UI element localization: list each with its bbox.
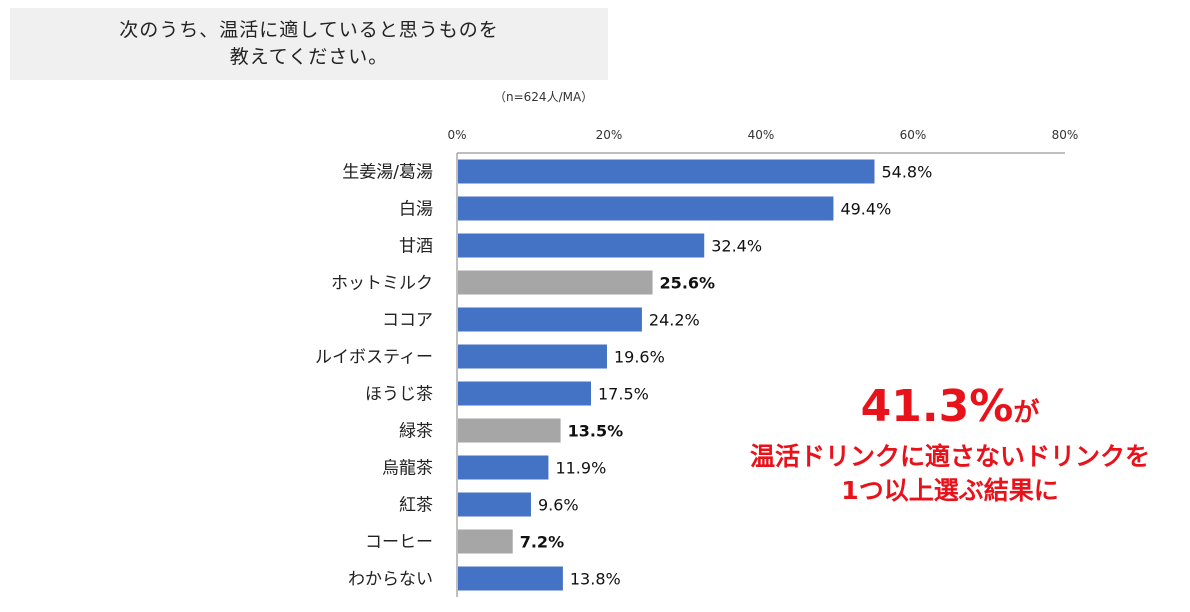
callout-percent: 41.3%: [860, 381, 1014, 432]
callout: 41.3%が 温活ドリンクに適さないドリンクを 1つ以上選ぶ結果に: [720, 380, 1180, 508]
x-tick-label: 40%: [748, 128, 775, 142]
category-label: 甘酒: [399, 237, 433, 257]
data-label: 9.6%: [538, 496, 579, 515]
data-label: 24.2%: [649, 311, 700, 330]
question-line-2: 教えてください。: [229, 46, 389, 68]
bar: [458, 196, 834, 221]
x-tick-label: 20%: [596, 128, 623, 142]
bar: [458, 307, 642, 332]
question-box: 次のうち、温活に適していると思うものを 教えてください。: [10, 8, 608, 80]
bar: [458, 344, 607, 369]
category-label: 烏龍茶: [382, 459, 433, 479]
bar: [458, 381, 591, 406]
question-line-1: 次のうち、温活に適していると思うものを: [119, 19, 499, 41]
callout-line-2: 1つ以上選ぶ結果に: [841, 476, 1059, 505]
bar: [458, 492, 531, 517]
data-label: 49.4%: [840, 200, 891, 219]
category-label: ほうじ茶: [365, 385, 433, 405]
category-label: ルイボスティー: [315, 348, 433, 368]
data-label: 13.5%: [568, 422, 624, 441]
x-tick-label: 60%: [900, 128, 927, 142]
category-label: 緑茶: [399, 422, 433, 442]
bar: [458, 270, 653, 295]
sample-note: （n=624人/MA）: [494, 90, 594, 104]
bar: [458, 233, 705, 258]
bar: [458, 566, 563, 591]
data-label: 11.9%: [555, 459, 606, 478]
callout-headline: 41.3%が: [720, 380, 1180, 440]
category-label: わからない: [348, 570, 433, 590]
data-label: 54.8%: [881, 163, 932, 182]
bar: [458, 159, 875, 184]
category-label: 紅茶: [399, 496, 433, 516]
callout-particle: が: [1013, 398, 1040, 428]
data-label: 32.4%: [711, 237, 762, 256]
category-label: 生姜湯/葛湯: [342, 163, 433, 183]
x-tick-label: 0%: [447, 128, 466, 142]
category-label: 白湯: [399, 200, 433, 220]
data-label: 17.5%: [598, 385, 649, 404]
category-label: ホットミルク: [331, 274, 433, 294]
category-label: コーヒー: [365, 533, 433, 553]
category-label: ココア: [382, 311, 433, 331]
data-label: 19.6%: [614, 348, 665, 367]
data-label: 7.2%: [520, 533, 564, 552]
callout-line-1: 温活ドリンクに適さないドリンクを: [749, 442, 1150, 471]
data-label: 25.6%: [660, 274, 716, 293]
data-label: 13.8%: [570, 570, 621, 589]
x-tick-label: 80%: [1052, 128, 1079, 142]
bar: [458, 418, 561, 443]
bar: [458, 455, 549, 480]
bar: [458, 529, 513, 554]
